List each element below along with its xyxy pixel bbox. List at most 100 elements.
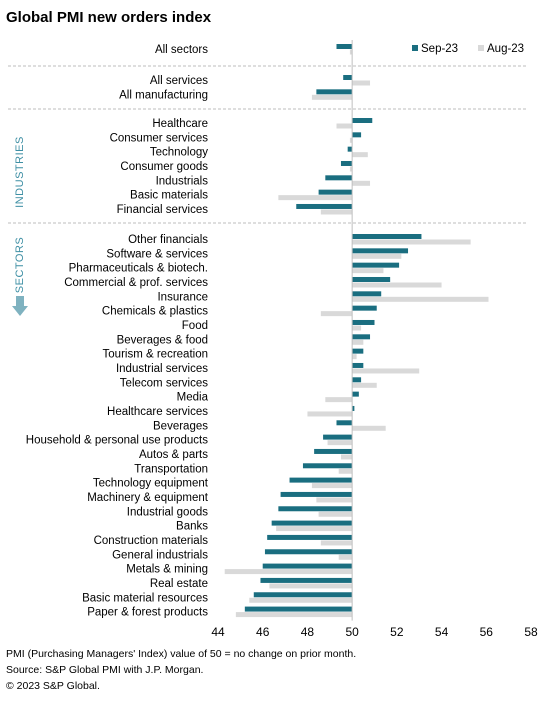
x-tick-label-44: 44	[211, 625, 225, 639]
group-label-industries: INDUSTRIES	[14, 136, 26, 208]
bar-sep-23-tourism-and-recreation	[352, 348, 364, 354]
bar-sep-23-beverages-and-food	[352, 334, 371, 340]
bar-sep-23-autos-and-parts	[314, 448, 353, 454]
bar-aug-23-insurance	[352, 296, 489, 302]
x-tick-label-50: 50	[345, 625, 359, 639]
bar-sep-23-consumer-goods	[340, 160, 353, 166]
category-label-transportation: Transportation	[134, 463, 208, 475]
category-label-consumer-services: Consumer services	[110, 132, 209, 144]
category-label-software-and-services: Software & services	[106, 248, 208, 260]
category-label-banks: Banks	[176, 521, 208, 533]
legend-label-sep-23: Sep-23	[421, 43, 458, 55]
category-label-tourism-and-recreation: Tourism & recreation	[103, 349, 208, 361]
bar-aug-23-pharmaceuticals-and-biotech	[352, 268, 384, 274]
category-label-consumer-goods: Consumer goods	[120, 161, 208, 173]
bar-sep-23-financial-services	[296, 203, 353, 209]
footnote-copyright: © 2023 S&P Global.	[6, 680, 100, 692]
bar-aug-23-construction-materials	[320, 540, 353, 546]
bar-aug-23-beverages-and-food	[352, 339, 364, 345]
bar-aug-23-general-industrials	[338, 554, 353, 560]
bar-chart: All sectors All services All manufacturing…	[8, 40, 538, 639]
bar-sep-23-general-industrials	[264, 549, 353, 555]
bar-sep-23-technology	[347, 146, 353, 152]
category-label-beverages: Beverages	[153, 420, 208, 432]
bar-sep-23-paper-and-forest-products	[244, 606, 353, 612]
bar-aug-23-real-estate	[269, 583, 353, 589]
bar-aug-23-consumer-goods	[349, 166, 353, 172]
bar-sep-23-real-estate	[260, 577, 353, 583]
bar-sep-23-commercial-and-prof-services	[352, 276, 391, 282]
category-label-healthcare: Healthcare	[152, 118, 208, 130]
bar-sep-23-transportation	[302, 463, 353, 469]
category-label-industrial-goods: Industrial goods	[127, 506, 208, 518]
bar-aug-23-household-and-personal-use-products	[327, 440, 353, 446]
bar-sep-23-insurance	[352, 291, 382, 297]
category-label-financial-services: Financial services	[117, 204, 209, 216]
bar-aug-23-all-services	[352, 80, 371, 86]
bar-sep-23-chemicals-and-plastics	[352, 305, 377, 311]
category-label-media: Media	[177, 392, 209, 404]
bar-aug-23-healthcare-services	[307, 411, 353, 417]
category-label-pharmaceuticals-and-biotech: Pharmaceuticals & biotech.	[69, 263, 208, 275]
bar-sep-23-household-and-personal-use-products	[323, 434, 353, 440]
category-label-all-services: All services	[150, 75, 208, 87]
category-label-telecom-services: Telecom services	[120, 377, 208, 389]
x-tick-label-58: 58	[524, 625, 538, 639]
category-label-all-manufacturing: All manufacturing	[119, 89, 208, 101]
category-label-chemicals-and-plastics: Chemicals & plastics	[102, 306, 208, 318]
bar-aug-23-industrial-services	[352, 368, 420, 374]
bar-aug-23-telecom-services	[352, 382, 377, 388]
category-label-all-sectors: All sectors	[155, 44, 208, 56]
legend-swatch-sep-23	[412, 45, 418, 51]
category-label-industrial-services: Industrial services	[116, 363, 208, 375]
category-label-real-estate: Real estate	[150, 578, 208, 590]
bar-aug-23-chemicals-and-plastics	[320, 311, 353, 317]
x-tick-label-46: 46	[256, 625, 270, 639]
x-tick-label-48: 48	[301, 625, 315, 639]
category-label-beverages-and-food: Beverages & food	[117, 334, 208, 346]
bar-sep-23-metals-and-mining	[262, 563, 353, 569]
bar-aug-23-commercial-and-prof-services	[352, 282, 442, 288]
legend-label-aug-23: Aug-23	[487, 43, 524, 55]
bar-aug-23-technology	[352, 152, 368, 158]
category-label-technology-equipment: Technology equipment	[93, 478, 209, 490]
category-label-machinery-and-equipment: Machinery & equipment	[87, 492, 209, 504]
bar-sep-23-other-financials	[352, 234, 422, 239]
bar-sep-23-basic-material-resources	[253, 592, 353, 598]
bar-sep-23-pharmaceuticals-and-biotech	[352, 262, 400, 268]
category-label-basic-material-resources: Basic material resources	[82, 592, 208, 604]
bar-sep-23-construction-materials	[267, 534, 353, 540]
category-label-other-financials: Other financials	[128, 234, 208, 246]
bar-sep-23-technology-equipment	[289, 477, 353, 483]
category-label-paper-and-forest-products: Paper & forest products	[87, 607, 208, 619]
bar-aug-23-software-and-services	[352, 253, 402, 259]
bar-aug-23-paper-and-forest-products	[235, 612, 353, 618]
footnote-pmi-definition: PMI (Purchasing Managers' Index) value o…	[6, 648, 357, 660]
group-label-sectors: SECTORS	[14, 237, 26, 293]
bar-aug-23-industrials	[352, 180, 371, 186]
bar-sep-23-all-sectors	[336, 44, 353, 49]
x-tick-label-56: 56	[480, 625, 494, 639]
bar-aug-23-banks	[276, 526, 353, 532]
bar-sep-23-industrial-goods	[278, 506, 353, 512]
footnote-source: Source: S&P Global PMI with J.P. Morgan.	[6, 664, 204, 676]
footnotes: PMI (Purchasing Managers' Index) value o…	[6, 646, 356, 694]
category-label-household-and-personal-use-products: Household & personal use products	[26, 435, 208, 447]
bar-aug-23-technology-equipment	[311, 483, 353, 489]
category-label-healthcare-services: Healthcare services	[107, 406, 208, 418]
x-tick-label-54: 54	[435, 625, 449, 639]
category-label-commercial-and-prof-services: Commercial & prof. services	[64, 277, 208, 289]
x-tick-label-52: 52	[390, 625, 404, 639]
bar-aug-23-all-sectors	[349, 49, 353, 55]
category-label-metals-and-mining: Metals & mining	[126, 564, 208, 576]
bar-sep-23-all-manufacturing	[316, 89, 353, 95]
chart-title: Global PMI new orders index	[6, 9, 212, 26]
bar-aug-23-food	[352, 325, 362, 331]
bar-aug-23-healthcare	[336, 123, 353, 129]
bar-aug-23-autos-and-parts	[340, 454, 353, 460]
bar-sep-23-healthcare-services	[352, 405, 355, 411]
category-label-technology: Technology	[150, 147, 208, 159]
category-label-autos-and-parts: Autos & parts	[139, 449, 208, 461]
bar-sep-23-consumer-services	[352, 132, 362, 138]
bar-sep-23-all-services	[343, 75, 353, 80]
